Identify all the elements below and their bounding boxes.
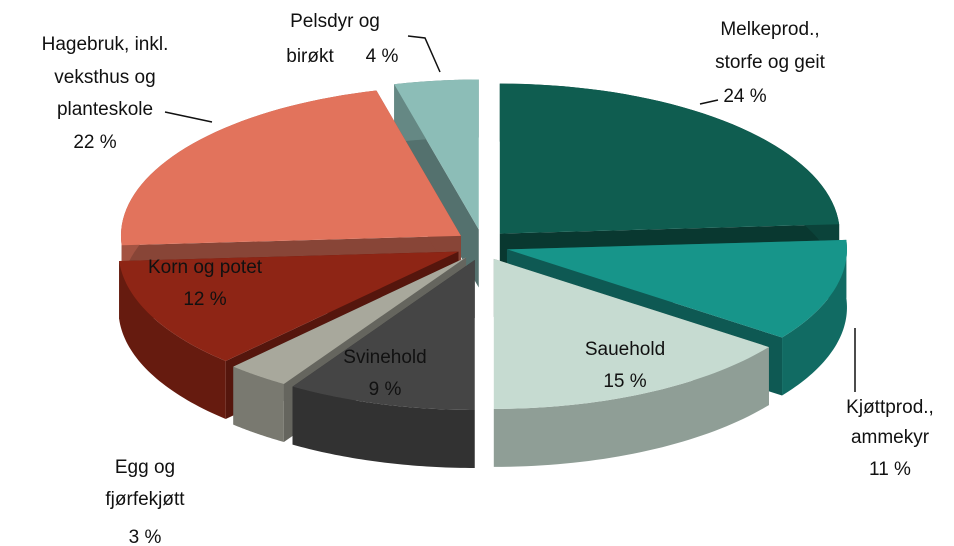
slice [506, 239, 847, 338]
slice [119, 251, 459, 361]
category-label: fjørfekjøtt [105, 489, 185, 510]
category-label: Hagebruk, inkl. [42, 34, 169, 55]
slice-side [493, 347, 769, 467]
value-label: 4 % [366, 46, 399, 67]
category-label: Svinehold [343, 347, 426, 368]
category-label: Egg og [115, 457, 175, 478]
slice [394, 79, 479, 230]
slice [292, 259, 475, 410]
value-label: 11 % [869, 459, 911, 480]
leader-line [699, 99, 719, 105]
value-label: 3 % [129, 527, 162, 546]
slice [493, 258, 769, 409]
value-label: 9 % [369, 379, 402, 400]
leader-line [164, 111, 213, 123]
category-label: Melkeprod., [720, 19, 819, 40]
category-label: Pelsdyr og [290, 11, 380, 32]
category-label: Sauehold [585, 339, 665, 360]
slice-side [292, 386, 475, 468]
category-label: Korn og potet [148, 257, 263, 278]
category-label: ammekyr [851, 427, 930, 448]
value-label: 22 % [73, 132, 116, 153]
slice-side [782, 239, 847, 396]
value-label: 12 % [183, 289, 226, 310]
slice [233, 257, 467, 384]
category-label: Kjøttprod., [846, 397, 934, 418]
leader-line [407, 35, 441, 73]
category-label: veksthus og [54, 67, 155, 88]
slice [120, 90, 461, 246]
category-label: storfe og geit [715, 52, 826, 73]
category-label: birøkt [286, 46, 334, 67]
category-label: planteskole [57, 99, 153, 120]
value-label: 24 % [723, 86, 766, 107]
value-label: 15 % [603, 371, 646, 392]
slice-side [119, 261, 226, 419]
slice-wall [233, 257, 467, 425]
slice-side [233, 366, 284, 442]
slice-tops [119, 79, 847, 410]
slice [499, 83, 840, 234]
